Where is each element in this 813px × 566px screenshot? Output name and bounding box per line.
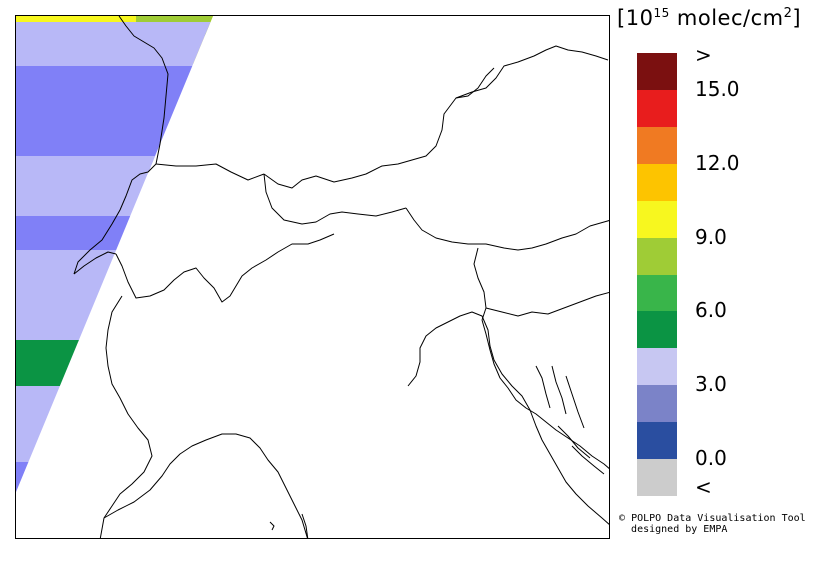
map-panel	[15, 15, 610, 539]
legend-tick-label: 12.0	[695, 151, 740, 175]
coast-croatia	[481, 319, 609, 469]
satellite-swath	[16, 16, 213, 492]
legend-title-unit: molec/cm	[676, 6, 784, 30]
croatian-island-5	[571, 445, 605, 475]
legend-tick-label: >	[695, 43, 712, 67]
croatian-island-4	[557, 425, 591, 459]
credit-line-2: designed by EMPA	[631, 524, 728, 535]
legend-swatch	[637, 53, 677, 91]
border-switzerland-austria	[263, 173, 407, 225]
border-france-switzerland	[73, 251, 117, 275]
borders-and-coastlines	[73, 16, 609, 538]
legend-swatch	[637, 422, 677, 460]
border-switzerland-italy	[115, 233, 335, 303]
legend-colorbar	[637, 53, 677, 497]
legend-tick-label: 6.0	[695, 298, 727, 322]
legend-title-base: 10	[625, 6, 654, 30]
border-germany-switzerland	[155, 163, 265, 181]
swath-band-lavender-2	[16, 156, 213, 216]
swath-band-blue-3	[16, 462, 213, 492]
legend-swatch	[637, 163, 677, 202]
coast-tyrrhenian	[301, 513, 309, 538]
legend-tick-label: 0.0	[695, 446, 727, 470]
legend-tick-label: 9.0	[695, 225, 727, 249]
credit-text: © POLPO Data Visualisation Tool designed…	[619, 513, 806, 535]
croatian-island-2	[551, 365, 567, 415]
legend-swatch	[637, 459, 677, 497]
legend-tick-label: 15.0	[695, 77, 740, 101]
legend-swatch	[637, 89, 677, 128]
swath-band-green	[16, 340, 213, 386]
island-elba	[269, 521, 275, 531]
border-slovenia-croatia	[485, 292, 609, 317]
legend-swatch	[637, 385, 677, 423]
credit-line-1: POLPO Data Visualisation Tool	[631, 513, 806, 524]
map-canvas	[16, 16, 609, 538]
coast-liguria	[103, 433, 308, 538]
legend-title: [1015 molec/cm2]	[617, 6, 802, 30]
legend-swatch	[637, 126, 677, 165]
legend-tick-label: 3.0	[695, 372, 727, 396]
border-france-italy	[99, 295, 153, 538]
legend-swatch	[637, 274, 677, 312]
border-italy-slovenia	[473, 247, 487, 321]
legend-swatch	[637, 200, 677, 239]
swath-band-lavender-1	[16, 22, 213, 66]
legend-swatch	[637, 311, 677, 349]
border-germany-austria	[263, 45, 609, 189]
legend-title-unit-exponent: 2	[783, 6, 793, 21]
legend-swatch	[637, 237, 677, 275]
legend-tick-label: <	[695, 475, 712, 499]
legend-title-exponent: 15	[653, 6, 670, 20]
legend-swatch	[637, 348, 677, 386]
border-austria-czech	[455, 67, 495, 99]
croatian-island-1	[535, 365, 551, 409]
coast-adriatic-italy	[407, 311, 609, 525]
border-austria-italy	[405, 207, 609, 251]
copyright-symbol: ©	[619, 513, 626, 524]
swath-band-blue-2	[16, 216, 213, 250]
swath-band-lavender-3	[16, 250, 213, 342]
croatian-island-3	[565, 375, 585, 429]
